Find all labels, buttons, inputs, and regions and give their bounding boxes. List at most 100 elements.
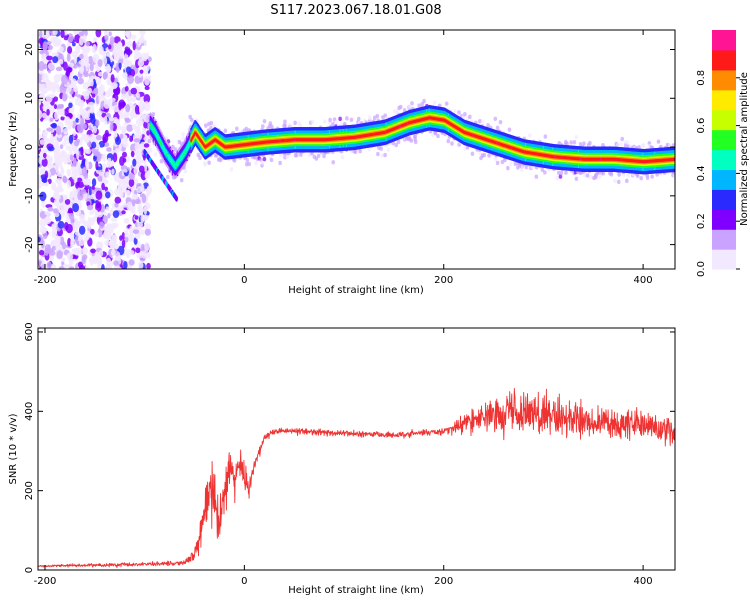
spectrogram-noise-cell bbox=[46, 55, 53, 61]
spectrogram-noise-cell bbox=[69, 266, 75, 269]
spectrogram-noise-cell bbox=[47, 81, 55, 91]
spectrogram-halo-cell bbox=[398, 104, 403, 110]
spectrogram-noise-cell bbox=[56, 86, 60, 93]
spectrogram-noise-cell bbox=[59, 144, 64, 149]
spectrogram-noise-cell bbox=[137, 59, 145, 67]
spectrogram-noise-cell bbox=[82, 178, 91, 186]
spectrogram-halo-cell bbox=[268, 121, 273, 126]
spectrogram-noise-cell bbox=[66, 168, 71, 177]
spectrogram-noise-cell bbox=[63, 35, 69, 41]
spectrogram-noise-cell bbox=[118, 205, 124, 211]
spectrogram-halo-cell bbox=[572, 140, 577, 145]
spectrogram-noise-cell bbox=[50, 133, 54, 141]
spectrogram-noise-cell bbox=[42, 177, 48, 184]
spectrogram-noise-cell bbox=[38, 42, 41, 49]
spectrogram-halo-cell bbox=[181, 131, 185, 137]
spectrogram-halo-cell bbox=[585, 173, 590, 178]
spectrogram-noise-cell bbox=[103, 100, 111, 109]
spectrogram-noise-cell bbox=[127, 75, 135, 84]
spectrogram-noise-cell bbox=[121, 151, 127, 158]
spectrogram-noise-cell bbox=[51, 122, 58, 129]
spectrogram-halo-cell bbox=[283, 119, 287, 124]
spectrogram-noise-cell bbox=[68, 134, 74, 144]
spectrogram-noise-cell bbox=[42, 63, 48, 70]
spectrogram-noise-cell bbox=[125, 104, 131, 113]
spectrogram-halo-cell bbox=[331, 121, 335, 127]
spectrogram-noise-cell bbox=[101, 182, 105, 191]
spectrogram-noise-cell bbox=[59, 103, 64, 109]
spectrogram-noise-cell bbox=[71, 42, 76, 47]
spectrogram-noise-cell bbox=[83, 232, 89, 243]
spectrogram-noise-cell bbox=[131, 185, 136, 191]
spectrogram-noise-cell bbox=[38, 30, 43, 39]
spectrogram-noise-cell bbox=[70, 166, 78, 174]
spectrogram-noise-cell bbox=[110, 217, 118, 222]
spectrogram-noise-cell bbox=[58, 188, 64, 193]
spectrogram-halo-cell bbox=[171, 144, 175, 150]
spectrogram-noise-cell bbox=[76, 123, 84, 133]
spectrogram-noise-cell bbox=[61, 74, 69, 85]
spectrogram-halo-cell bbox=[203, 162, 208, 167]
spectrogram-noise-cell bbox=[51, 52, 59, 57]
spectrogram-noise-cell bbox=[78, 137, 83, 146]
spectrogram-noise-cell bbox=[128, 259, 135, 266]
spectrogram-noise-cell bbox=[54, 236, 61, 246]
spectrogram-noise-cell bbox=[38, 60, 45, 71]
spectrogram-noise-cell bbox=[131, 199, 136, 207]
spectrogram-noise-cell bbox=[45, 94, 53, 103]
spectrogram-halo-cell bbox=[328, 117, 332, 123]
spectrogram-noise-cell bbox=[95, 190, 103, 200]
spectrogram-noise-cell bbox=[81, 166, 88, 177]
spectrogram-noise-cell bbox=[139, 98, 143, 105]
spectrogram-halo-cell bbox=[345, 116, 349, 121]
spectrogram-halo-cell bbox=[262, 118, 267, 124]
spectrogram-noise-cell bbox=[124, 85, 129, 92]
spectrogram-noise-cell bbox=[137, 203, 143, 213]
spectrogram-noise-cell bbox=[54, 187, 60, 195]
spectrogram-noise-cell bbox=[97, 59, 103, 68]
spectrogram-noise-cell bbox=[42, 227, 48, 232]
spectrogram-noise-cell bbox=[78, 239, 85, 246]
spectrogram-halo-cell bbox=[457, 110, 461, 115]
spectrogram-noise-cell bbox=[130, 111, 137, 117]
spectrogram-noise-cell bbox=[103, 226, 109, 232]
spectrogram-halo-cell bbox=[235, 126, 239, 131]
spectrogram-noise-cell bbox=[134, 104, 140, 115]
spectrogram-halo-cell bbox=[446, 138, 451, 144]
spectrogram-noise-cell bbox=[82, 123, 88, 130]
spectrogram-noise-cell bbox=[76, 45, 81, 50]
spectrogram-halo-cell bbox=[493, 156, 498, 162]
spectrogram-halo-cell bbox=[453, 109, 457, 114]
spectrogram-noise-cell bbox=[42, 112, 47, 119]
spectrogram-halo-cell bbox=[641, 143, 646, 148]
spectrogram-halo-cell bbox=[493, 116, 498, 121]
spectrogram-noise-cell bbox=[89, 105, 95, 114]
spectrogram-halo-cell bbox=[209, 125, 213, 131]
spectrogram-noise-cell bbox=[65, 145, 72, 151]
spectrogram-halo-cell bbox=[229, 167, 234, 172]
spectrogram-noise-cell bbox=[118, 42, 123, 48]
spectrogram-halo-cell bbox=[413, 139, 418, 145]
spectrogram-noise-cell bbox=[95, 77, 102, 86]
spectrogram-noise-cell bbox=[137, 221, 143, 229]
spectrogram-halo-cell bbox=[588, 140, 592, 146]
spectrogram-noise-cell bbox=[78, 225, 86, 235]
spectrogram-noise-cell bbox=[109, 122, 114, 131]
spectrogram-noise-cell bbox=[69, 154, 74, 161]
spectrogram-halo-cell bbox=[480, 119, 485, 124]
spectrogram-noise-cell bbox=[62, 140, 67, 147]
spectrogram-noise-cell bbox=[91, 185, 95, 190]
spectrogram-halo-cell bbox=[299, 152, 303, 157]
spectrogram-noise-cell bbox=[123, 134, 128, 142]
spectrogram-noise-cell bbox=[76, 149, 80, 160]
spectrogram-noise-cell bbox=[77, 114, 81, 120]
spectrogram-halo-cell bbox=[409, 138, 414, 143]
spectrogram-halo-cell bbox=[293, 120, 297, 126]
spectrogram-halo-cell bbox=[613, 178, 617, 184]
spectrogram-noise-cell bbox=[50, 36, 57, 43]
spectrogram-noise-cell bbox=[143, 121, 148, 129]
spectrogram-noise-cell bbox=[95, 202, 102, 212]
spectrogram-noise-cell bbox=[105, 191, 111, 199]
spectrogram-noise-cell bbox=[98, 140, 105, 148]
